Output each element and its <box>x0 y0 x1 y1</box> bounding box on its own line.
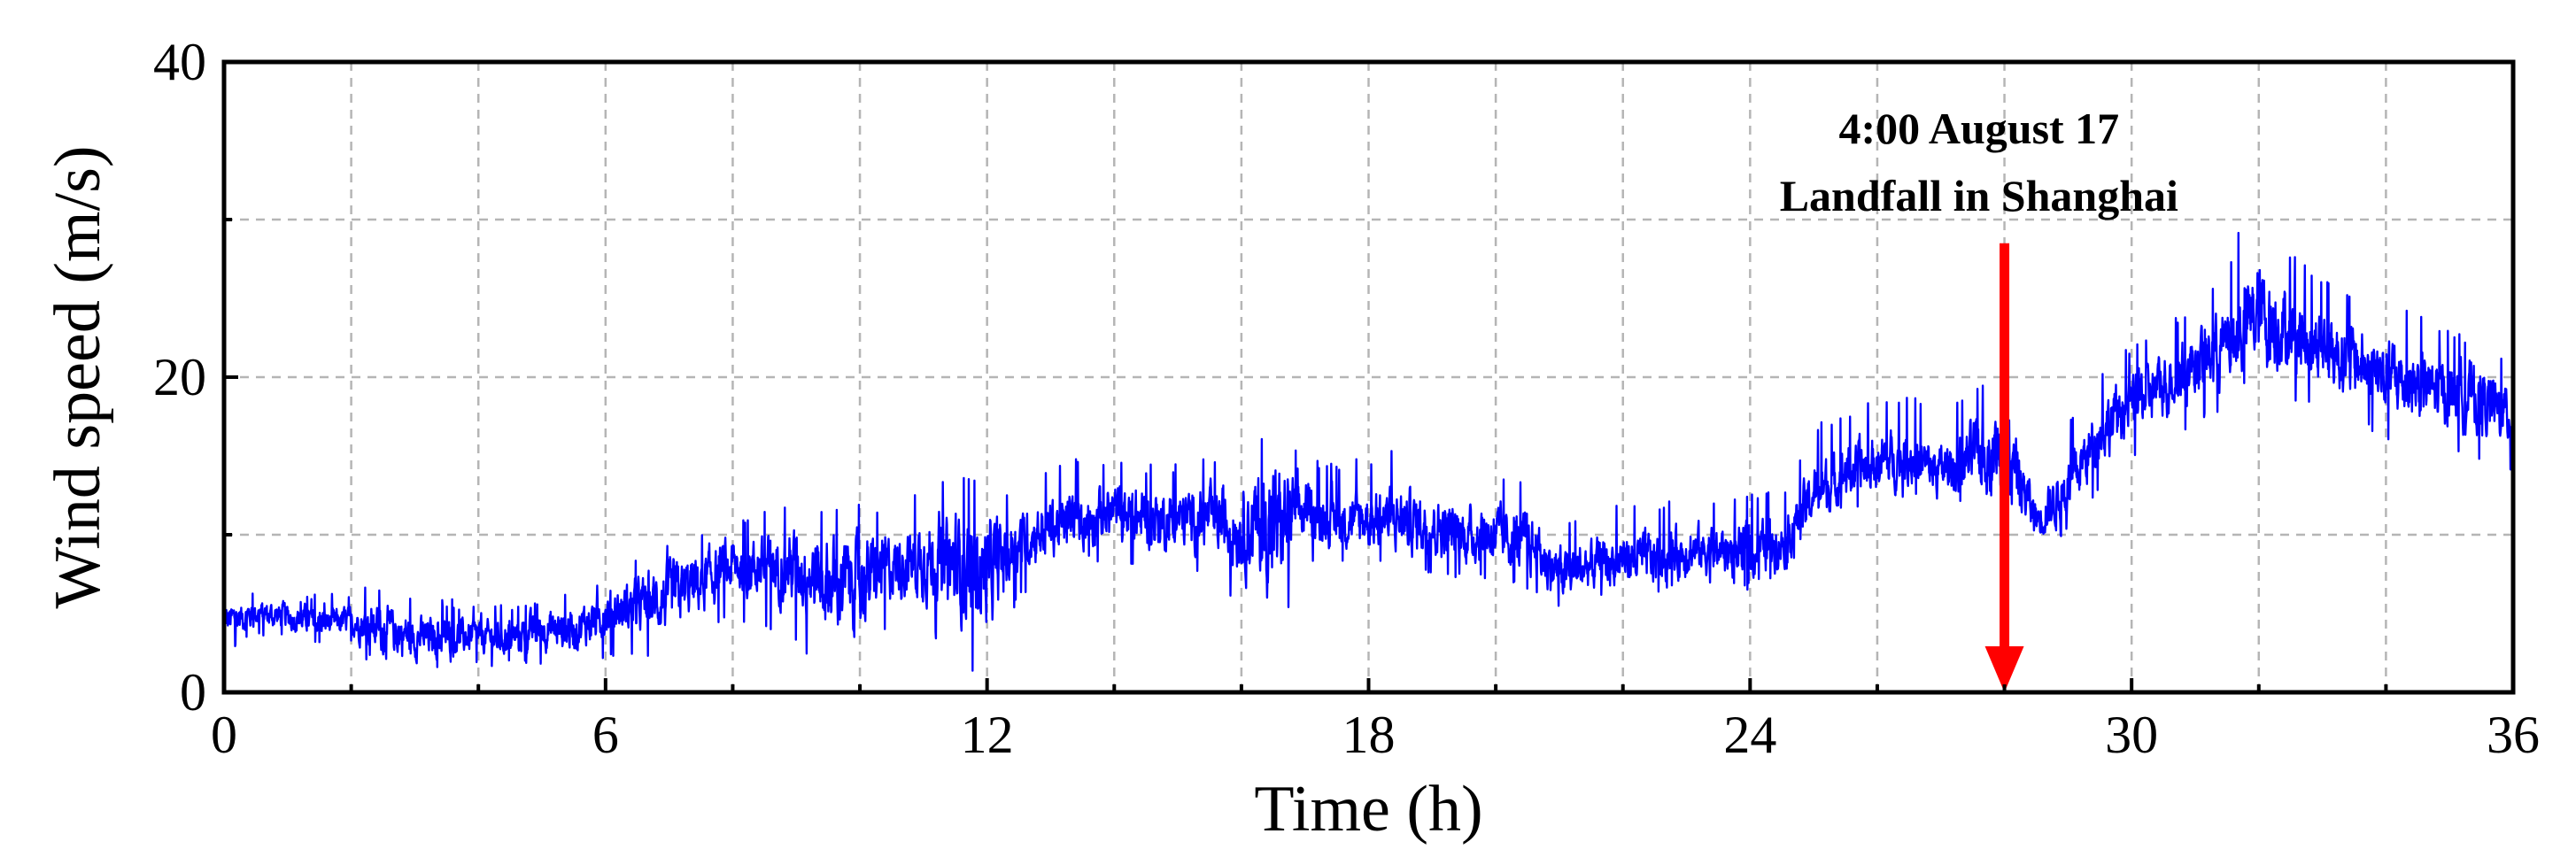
x-tick-label: 12 <box>961 706 1014 764</box>
x-tick-label: 30 <box>2105 706 2158 764</box>
wind-speed-line <box>222 231 2515 672</box>
x-tick-label: 0 <box>211 706 237 764</box>
y-tick-label: 0 <box>180 663 206 722</box>
y-axis-label: Wind speed (m/s) <box>42 145 114 608</box>
y-tick-label: 20 <box>153 348 206 406</box>
x-tick-label: 24 <box>1723 706 1776 764</box>
annotation-text-line: Landfall in Shanghai <box>1780 171 2178 220</box>
x-axis-label: Time (h) <box>1254 773 1482 845</box>
axis-ticks: 0 6 12 18 24 30 36 0 20 40 <box>153 33 2540 764</box>
x-tick-label: 18 <box>1342 706 1396 764</box>
x-tick-label: 36 <box>2487 706 2540 764</box>
annotation-text-line: 4:00 August 17 <box>1838 104 2119 153</box>
x-tick-label: 6 <box>592 706 619 764</box>
wind-speed-series <box>222 231 2515 672</box>
y-tick-label: 40 <box>153 33 206 91</box>
landfall-arrow-head <box>1984 646 2024 692</box>
annotation: 4:00 August 17 Landfall in Shanghai <box>1780 104 2178 692</box>
